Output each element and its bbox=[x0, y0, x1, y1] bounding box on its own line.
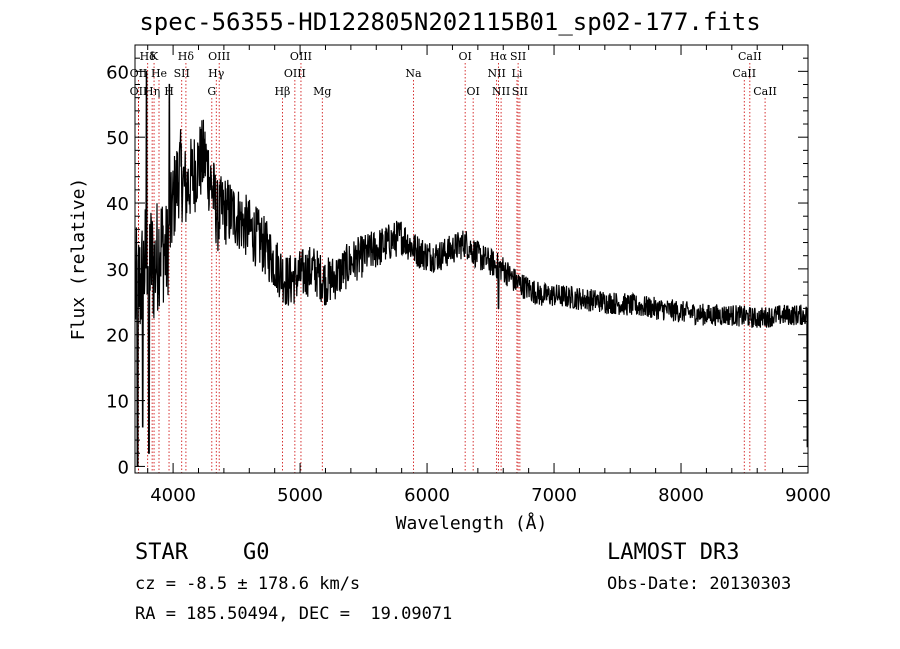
x-tick-label: 4000 bbox=[150, 485, 196, 506]
y-tick-label: 60 bbox=[106, 62, 129, 83]
line-label-6: Hα bbox=[490, 50, 508, 63]
y-tick-label: 0 bbox=[118, 457, 129, 478]
line-label-21: G bbox=[207, 85, 216, 98]
line-label-17: CaII bbox=[732, 67, 756, 80]
x-axis-ticks: 4000 5000 6000 7000 8000 9000 bbox=[147, 45, 831, 506]
line-label-13: OIII bbox=[284, 67, 306, 80]
line-label-14: Na bbox=[405, 67, 422, 80]
x-tick-label: 7000 bbox=[531, 485, 577, 506]
y-tick-label: 20 bbox=[106, 326, 129, 347]
x-tick-label: 6000 bbox=[404, 485, 450, 506]
line-label-0: Hδ bbox=[140, 50, 157, 63]
line-label-18: OII bbox=[130, 85, 148, 98]
line-label-10: He bbox=[151, 67, 167, 80]
x-axis-label: Wavelength (Å) bbox=[396, 512, 548, 534]
line-label-4: OIII bbox=[290, 50, 312, 63]
x-tick-label: 8000 bbox=[658, 485, 704, 506]
coordinates-text: RA = 185.50494, DEC = 19.09071 bbox=[135, 604, 453, 624]
line-label-23: Mg bbox=[313, 85, 331, 98]
line-label-12: Hγ bbox=[208, 67, 225, 80]
x-tick-label: 5000 bbox=[277, 485, 323, 506]
y-tick-label: 30 bbox=[106, 260, 129, 281]
line-label-7: SII bbox=[510, 50, 526, 63]
x-tick-label: 9000 bbox=[785, 485, 831, 506]
object-class: STAR bbox=[135, 540, 188, 565]
line-label-15: NII bbox=[487, 67, 505, 80]
chart-title: spec-56355-HD122805N202115B01_sp02-177.f… bbox=[139, 8, 761, 36]
line-label-11: SII bbox=[174, 67, 190, 80]
object-subclass: G0 bbox=[243, 540, 270, 565]
line-label-5: OI bbox=[458, 50, 471, 63]
observation-date: Obs-Date: 20130303 bbox=[607, 574, 792, 594]
line-label-24: OI bbox=[466, 85, 479, 98]
line-label-22: Hβ bbox=[274, 85, 290, 98]
y-tick-label: 10 bbox=[106, 392, 129, 413]
y-tick-label: 50 bbox=[106, 128, 129, 149]
spectral-line-markers bbox=[138, 63, 766, 473]
y-axis-label: Flux (relative) bbox=[68, 178, 89, 341]
y-axis-ticks: 0 10 20 30 40 50 60 bbox=[106, 57, 808, 478]
line-label-25: NII bbox=[492, 85, 510, 98]
line-label-26: SII bbox=[512, 85, 528, 98]
line-label-9: OII bbox=[130, 67, 148, 80]
redshift-text: cz = -8.5 ± 178.6 km/s bbox=[135, 574, 361, 594]
line-label-27: CaII bbox=[753, 85, 777, 98]
y-tick-label: 40 bbox=[106, 194, 129, 215]
line-label-3: OIII bbox=[208, 50, 230, 63]
line-label-8: CaII bbox=[738, 50, 762, 63]
spectrum-line bbox=[134, 70, 808, 467]
line-label-2: Hδ bbox=[178, 50, 195, 63]
survey-label: LAMOST DR3 bbox=[607, 540, 740, 565]
line-label-16: Li bbox=[512, 67, 523, 80]
plot-frame bbox=[134, 44, 809, 474]
line-label-1: K bbox=[150, 50, 159, 63]
line-label-19: Hη bbox=[144, 85, 160, 98]
